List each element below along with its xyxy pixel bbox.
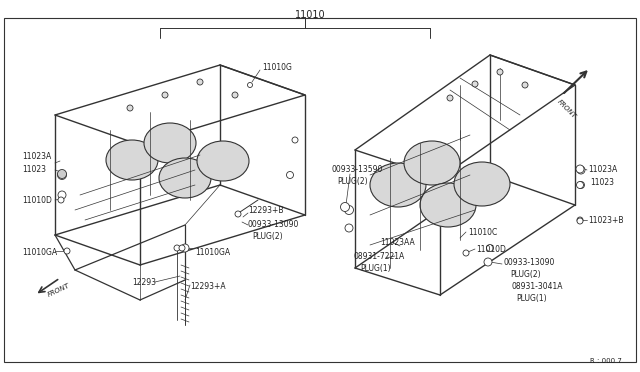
Text: 08931-7221A: 08931-7221A	[354, 252, 405, 261]
Ellipse shape	[144, 123, 196, 163]
Circle shape	[522, 82, 528, 88]
Circle shape	[248, 83, 253, 87]
Circle shape	[58, 197, 64, 203]
Text: 11023A: 11023A	[588, 165, 617, 174]
Circle shape	[179, 245, 185, 251]
Text: PLUG(1): PLUG(1)	[516, 294, 547, 303]
Text: 00933-13090: 00933-13090	[248, 220, 300, 229]
Circle shape	[287, 171, 294, 179]
Text: 11023+B: 11023+B	[588, 216, 623, 225]
Text: FRONT: FRONT	[556, 98, 577, 119]
Ellipse shape	[159, 158, 211, 198]
Text: 08931-3041A: 08931-3041A	[511, 282, 563, 291]
Ellipse shape	[404, 141, 460, 185]
Text: 00933-13590: 00933-13590	[332, 165, 383, 174]
Circle shape	[463, 250, 469, 256]
Text: 11010GA: 11010GA	[195, 248, 230, 257]
Ellipse shape	[106, 140, 158, 180]
Circle shape	[64, 248, 70, 254]
Circle shape	[344, 205, 353, 215]
Circle shape	[162, 92, 168, 98]
Text: 11023A: 11023A	[22, 152, 51, 161]
Circle shape	[577, 166, 585, 174]
Circle shape	[340, 202, 349, 212]
Circle shape	[577, 182, 584, 189]
Circle shape	[292, 137, 298, 143]
Text: PLUG(1): PLUG(1)	[360, 264, 390, 273]
Circle shape	[58, 191, 66, 199]
Circle shape	[345, 224, 353, 232]
Text: 12293+A: 12293+A	[190, 282, 226, 291]
Text: PLUG(2): PLUG(2)	[510, 270, 541, 279]
Text: 11010C: 11010C	[468, 228, 497, 237]
Circle shape	[486, 244, 493, 251]
Text: 12293: 12293	[132, 278, 156, 287]
Circle shape	[577, 182, 584, 189]
Circle shape	[497, 69, 503, 75]
Circle shape	[174, 245, 180, 251]
Text: 11023AA: 11023AA	[380, 238, 415, 247]
Circle shape	[58, 170, 67, 179]
Text: PLUG(2): PLUG(2)	[252, 232, 283, 241]
Text: 00933-13090: 00933-13090	[504, 258, 556, 267]
Ellipse shape	[197, 141, 249, 181]
Ellipse shape	[420, 183, 476, 227]
Circle shape	[197, 79, 203, 85]
Text: 11023: 11023	[22, 165, 46, 174]
Circle shape	[577, 217, 583, 223]
Text: 11010D: 11010D	[476, 245, 506, 254]
Circle shape	[484, 258, 492, 266]
Text: R : 000 7: R : 000 7	[590, 358, 622, 364]
Text: 12293+B: 12293+B	[248, 206, 284, 215]
Text: 11010GA: 11010GA	[22, 248, 57, 257]
Circle shape	[447, 95, 453, 101]
Ellipse shape	[454, 162, 510, 206]
Text: 11010G: 11010G	[262, 63, 292, 72]
Circle shape	[232, 92, 238, 98]
Text: 11010D: 11010D	[22, 196, 52, 205]
Ellipse shape	[370, 163, 426, 207]
Text: FRONT: FRONT	[47, 282, 71, 298]
Circle shape	[235, 211, 241, 217]
Circle shape	[577, 218, 583, 224]
Circle shape	[472, 81, 478, 87]
Circle shape	[576, 165, 584, 173]
Circle shape	[181, 244, 189, 252]
Circle shape	[127, 105, 133, 111]
Text: 11010: 11010	[295, 10, 326, 20]
Circle shape	[58, 170, 67, 180]
Text: 11023: 11023	[590, 178, 614, 187]
Text: PLUG(2): PLUG(2)	[337, 177, 367, 186]
